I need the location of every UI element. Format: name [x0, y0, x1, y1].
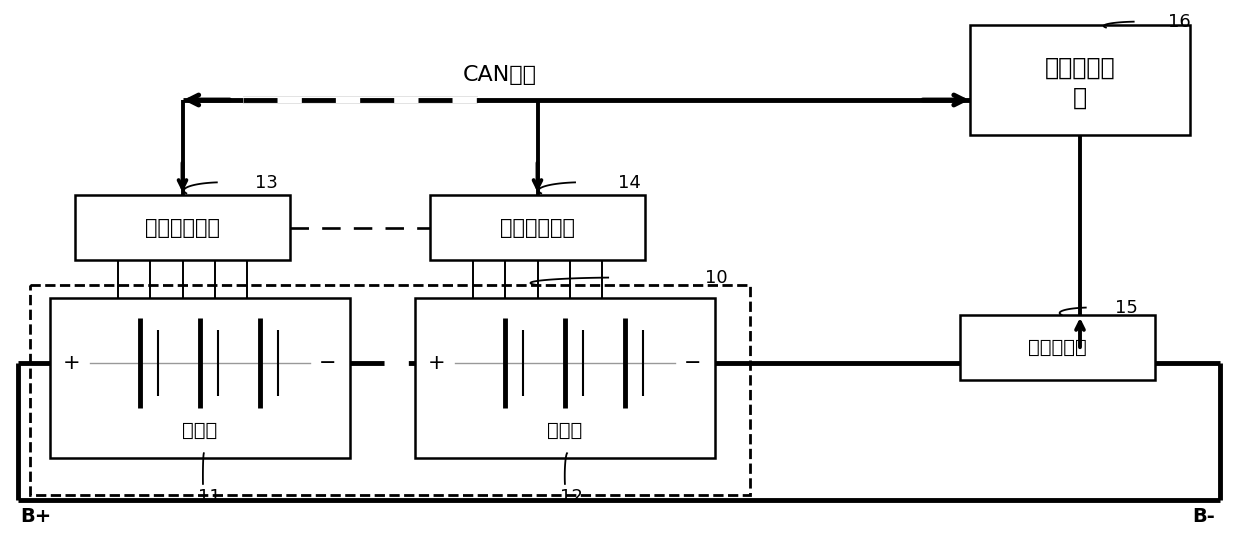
Text: 电池组: 电池组 [182, 420, 218, 440]
Bar [30, 285, 750, 495]
Text: +: + [63, 353, 81, 373]
Text: 10: 10 [706, 269, 728, 287]
Text: 电池管理系统: 电池管理系统 [145, 217, 219, 238]
Text: +: + [428, 353, 446, 373]
Text: 14: 14 [618, 174, 641, 192]
Text: −: − [319, 353, 337, 373]
Bar [970, 25, 1190, 135]
Text: B-: B- [1192, 507, 1215, 525]
Text: 15: 15 [1115, 299, 1138, 317]
Text: CAN总线: CAN总线 [463, 65, 537, 85]
Text: 13: 13 [255, 174, 278, 192]
Text: 电池组: 电池组 [547, 420, 583, 440]
Bar [50, 298, 350, 458]
Bar [960, 315, 1154, 380]
Text: −: − [684, 353, 702, 373]
Text: 11: 11 [198, 488, 221, 506]
Text: 16: 16 [1168, 13, 1190, 31]
Bar [430, 195, 645, 260]
Bar [415, 298, 715, 458]
Bar [74, 195, 290, 260]
Text: 12: 12 [560, 488, 583, 506]
Text: 电流检测器: 电流检测器 [1028, 338, 1087, 357]
Text: 储能系统中: 储能系统中 [1044, 56, 1115, 80]
Text: 电池管理系统: 电池管理系统 [500, 217, 575, 238]
Text: B+: B+ [20, 507, 51, 525]
Text: 控: 控 [1073, 86, 1087, 110]
